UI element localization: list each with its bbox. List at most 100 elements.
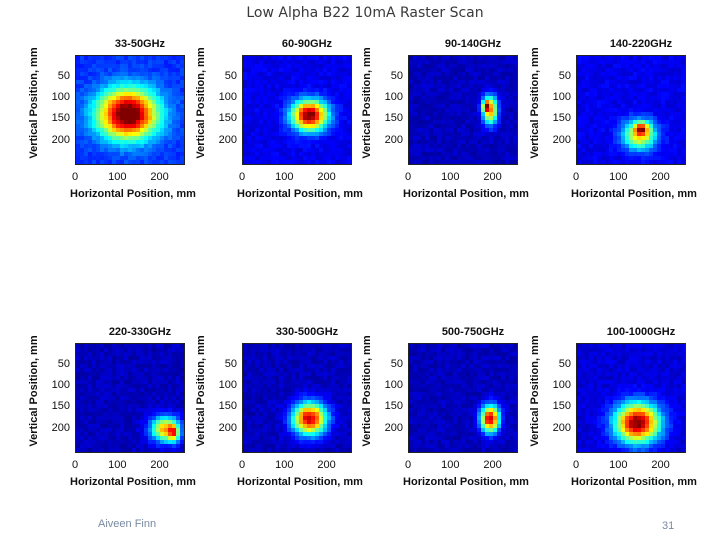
heatmap-cell bbox=[589, 96, 594, 101]
heatmap-cell bbox=[148, 80, 153, 85]
heatmap-cell bbox=[657, 144, 662, 149]
heatmap-cell bbox=[275, 148, 280, 153]
heatmap-cell bbox=[295, 120, 300, 125]
heatmap-cell bbox=[417, 344, 422, 349]
heatmap-cell bbox=[132, 396, 137, 401]
heatmap-cell bbox=[425, 432, 430, 437]
heatmap-cell bbox=[445, 376, 450, 381]
heatmap-cell bbox=[637, 160, 642, 164]
heatmap-cell bbox=[585, 136, 590, 141]
heatmap-cell bbox=[311, 404, 316, 409]
heatmap-cell bbox=[243, 404, 248, 409]
heatmap-cell bbox=[140, 76, 145, 81]
heatmap-cell bbox=[108, 120, 113, 125]
heatmap-cell bbox=[319, 392, 324, 397]
heatmap-cell bbox=[485, 416, 490, 421]
heatmap-cell bbox=[449, 444, 454, 449]
heatmap-cell bbox=[453, 372, 458, 377]
heatmap-cell bbox=[259, 416, 264, 421]
heatmap-cell bbox=[601, 120, 606, 125]
heatmap-cell bbox=[88, 428, 93, 433]
heatmap-cell bbox=[485, 68, 490, 73]
heatmap-cell bbox=[323, 432, 328, 437]
heatmap-cell bbox=[417, 140, 422, 145]
heatmap-cell bbox=[108, 444, 113, 449]
heatmap-cell bbox=[128, 116, 133, 121]
heatmap-cell bbox=[593, 72, 598, 77]
heatmap-cell bbox=[295, 148, 300, 153]
heatmap-cell bbox=[124, 404, 129, 409]
heatmap-cell bbox=[335, 388, 340, 393]
heatmap-cell bbox=[275, 428, 280, 433]
heatmap-cell bbox=[152, 104, 157, 109]
heatmap-cell bbox=[108, 356, 113, 361]
heatmap-cell bbox=[441, 428, 446, 433]
heatmap-cell bbox=[669, 64, 674, 69]
heatmap-cell bbox=[605, 160, 610, 164]
heatmap-cell bbox=[295, 60, 300, 65]
heatmap-cell bbox=[176, 84, 181, 89]
heatmap-cell bbox=[120, 132, 125, 137]
heatmap-cell bbox=[327, 96, 332, 101]
heatmap-cell bbox=[180, 160, 184, 164]
heatmap-cell bbox=[481, 372, 486, 377]
heatmap-cell bbox=[132, 92, 137, 97]
heatmap-cell bbox=[413, 436, 418, 441]
heatmap-cell bbox=[128, 104, 133, 109]
heatmap-cell bbox=[617, 148, 622, 153]
heatmap-cell bbox=[589, 64, 594, 69]
heatmap-cell bbox=[84, 424, 89, 429]
heatmap-cell bbox=[168, 428, 173, 433]
heatmap-cell bbox=[152, 356, 157, 361]
heatmap-cell bbox=[255, 396, 260, 401]
heatmap-cell bbox=[80, 364, 85, 369]
heatmap-cell bbox=[577, 80, 582, 85]
heatmap-cell bbox=[148, 92, 153, 97]
heatmap-cell bbox=[176, 60, 181, 65]
heatmap-cell bbox=[445, 56, 450, 61]
heatmap-cell bbox=[144, 56, 149, 61]
heatmap-cell bbox=[307, 392, 312, 397]
heatmap-cell bbox=[653, 64, 658, 69]
heatmap-cell bbox=[433, 404, 438, 409]
heatmap-cell bbox=[453, 156, 458, 161]
heatmap-cell bbox=[437, 404, 442, 409]
heatmap-cell bbox=[259, 148, 264, 153]
heatmap-cell bbox=[287, 156, 292, 161]
heatmap-cell bbox=[299, 88, 304, 93]
heatmap-cell bbox=[481, 436, 486, 441]
heatmap-cell bbox=[120, 68, 125, 73]
heatmap-cell bbox=[347, 116, 351, 121]
heatmap-cell bbox=[96, 344, 101, 349]
heatmap-cell bbox=[425, 428, 430, 433]
heatmap-cell bbox=[605, 92, 610, 97]
heatmap-cell bbox=[128, 396, 133, 401]
heatmap-cell bbox=[581, 100, 586, 105]
heatmap-cell bbox=[279, 392, 284, 397]
heatmap-cell bbox=[335, 124, 340, 129]
heatmap-cell bbox=[449, 356, 454, 361]
heatmap-cell bbox=[327, 120, 332, 125]
heatmap-cell bbox=[96, 148, 101, 153]
heatmap-cell bbox=[100, 348, 105, 353]
heatmap-cell bbox=[425, 120, 430, 125]
heatmap-cell bbox=[124, 364, 129, 369]
heatmap-cell bbox=[327, 104, 332, 109]
heatmap-cell bbox=[172, 112, 177, 117]
heatmap-cell bbox=[339, 88, 344, 93]
heatmap-cell bbox=[152, 428, 157, 433]
heatmap-cell bbox=[100, 144, 105, 149]
heatmap-cell bbox=[413, 144, 418, 149]
heatmap-cell bbox=[339, 356, 344, 361]
heatmap-cell bbox=[279, 132, 284, 137]
heatmap-cell bbox=[433, 380, 438, 385]
heatmap-cell bbox=[251, 84, 256, 89]
heatmap-cell bbox=[681, 100, 685, 105]
heatmap-cell bbox=[577, 72, 582, 77]
heatmap-cell bbox=[457, 428, 462, 433]
heatmap-cell bbox=[433, 388, 438, 393]
heatmap-cell bbox=[457, 344, 462, 349]
heatmap-cell bbox=[315, 108, 320, 113]
heatmap-cell bbox=[92, 68, 97, 73]
heatmap-cell bbox=[331, 380, 336, 385]
